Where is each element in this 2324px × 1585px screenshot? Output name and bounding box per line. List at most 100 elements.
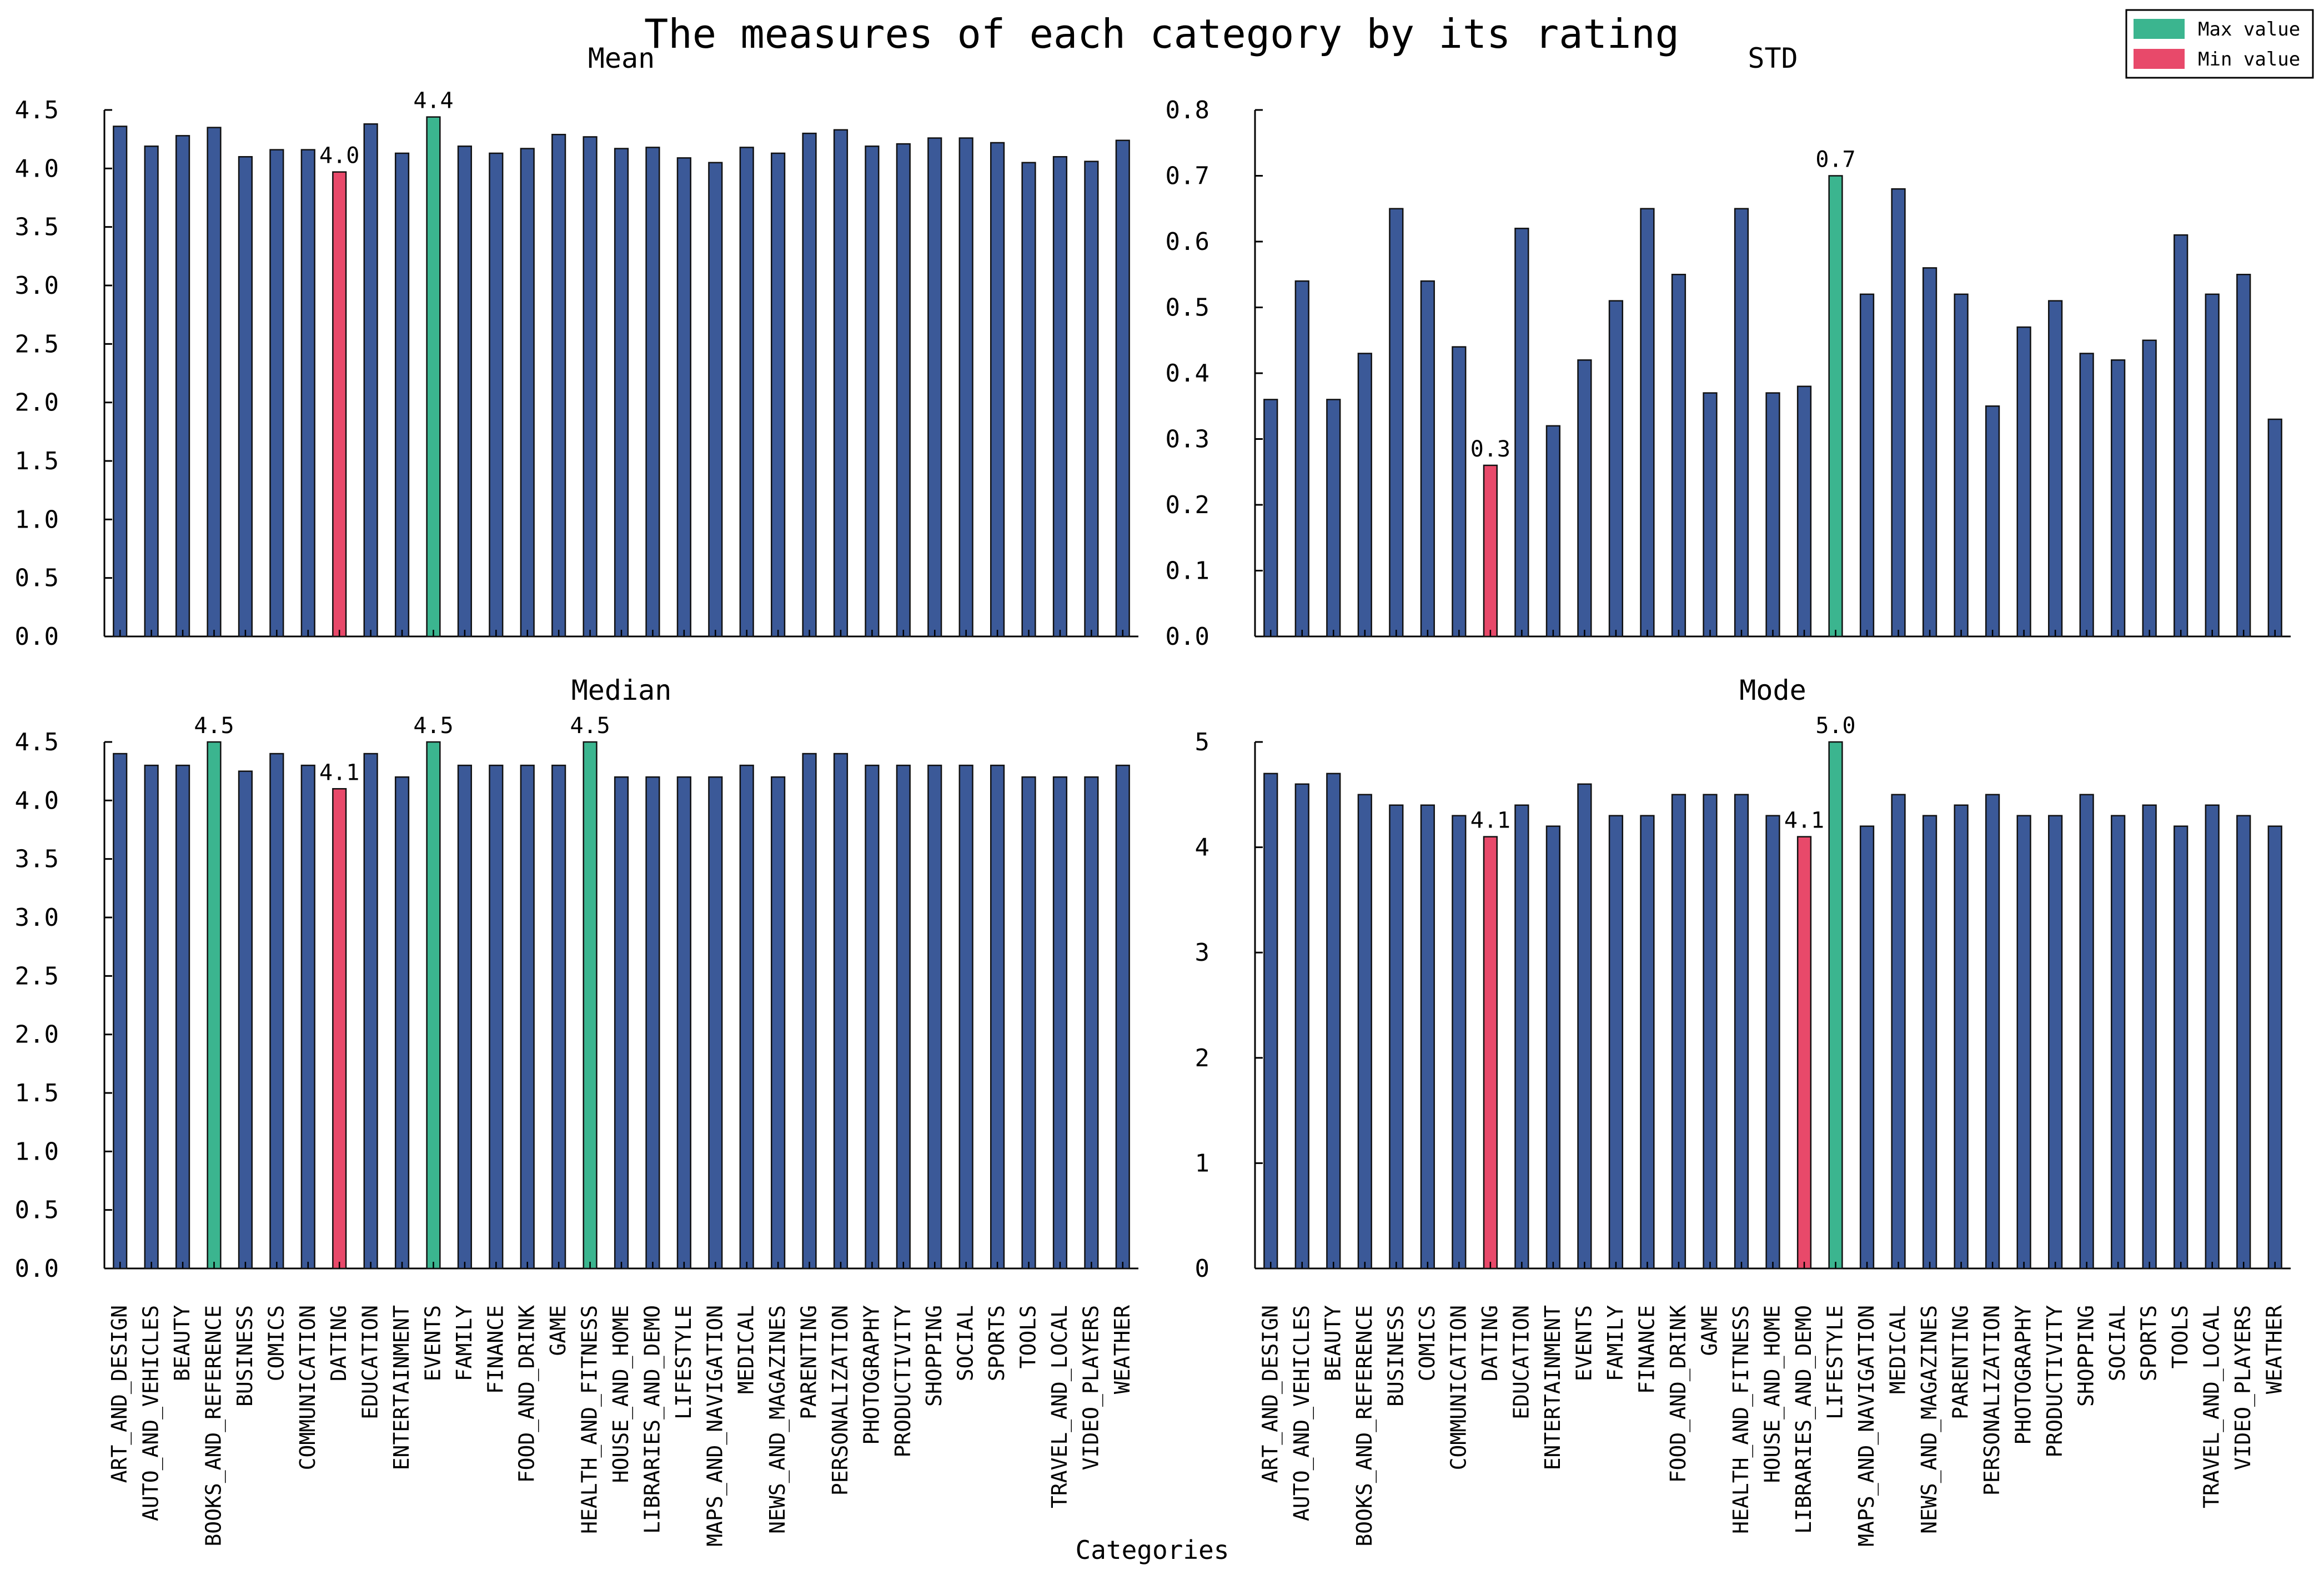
bar <box>739 147 754 638</box>
bar <box>2142 804 2157 1270</box>
bar <box>207 741 222 1270</box>
bar <box>896 764 911 1270</box>
bar <box>2111 815 2126 1270</box>
category-label: MEDICAL <box>1886 1305 1910 1394</box>
y-tick-label: 1.0 <box>15 1137 59 1166</box>
y-tick-label: 2.5 <box>15 330 59 358</box>
bar <box>1420 804 1435 1270</box>
category-label: COMICS <box>264 1305 288 1381</box>
category-label: BOOKS_AND_REFERENCE <box>201 1305 226 1547</box>
y-tick-label: 0.1 <box>1166 557 1209 585</box>
category-label: VIDEO_PLAYERS <box>2231 1305 2256 1470</box>
bar <box>1326 399 1341 638</box>
bar <box>1954 293 1969 638</box>
bar <box>708 162 723 638</box>
bar <box>614 148 629 638</box>
y-tick-label: 0.0 <box>15 1255 59 1283</box>
bar <box>802 753 817 1270</box>
y-tick-label: 4.0 <box>15 786 59 815</box>
bar <box>990 764 1005 1270</box>
data-label: 4.5 <box>570 713 610 739</box>
panel-title: Mode <box>1739 674 1806 706</box>
bar <box>1357 353 1372 638</box>
category-label: BUSINESS <box>233 1305 257 1407</box>
bar <box>771 776 786 1270</box>
bar <box>332 788 347 1270</box>
bar <box>520 148 535 638</box>
data-label: 0.7 <box>1815 147 1855 173</box>
category-label: TRAVEL_AND_LOCAL <box>2200 1305 2225 1508</box>
bar <box>645 776 660 1270</box>
bar <box>1734 794 1749 1270</box>
bar <box>457 764 472 1270</box>
category-label: SPORTS <box>985 1305 1009 1381</box>
bar <box>2048 815 2063 1270</box>
y-tick-label: 0.7 <box>1166 162 1209 190</box>
panel-title: Median <box>571 674 672 706</box>
category-label: VIDEO_PLAYERS <box>1078 1305 1103 1470</box>
y-tick-label: 1.5 <box>15 1079 59 1107</box>
data-label: 4.5 <box>194 713 234 739</box>
bar <box>1703 392 1718 638</box>
bar <box>426 741 441 1270</box>
legend-label-min: Min value <box>2198 48 2300 71</box>
category-label: SHOPPING <box>2074 1305 2099 1407</box>
bar <box>958 764 973 1270</box>
bar <box>1357 794 1372 1270</box>
category-label: SPORTS <box>2137 1305 2161 1381</box>
y-tick-label: 3.0 <box>15 272 59 300</box>
legend-swatch-min <box>2134 49 2185 69</box>
panel-title: Mean <box>588 42 655 74</box>
bar <box>113 126 128 638</box>
category-label: AUTO_AND_VEHICLES <box>139 1305 164 1521</box>
bar <box>1922 815 1937 1270</box>
bar <box>1985 794 2000 1270</box>
category-label: BOOKS_AND_REFERENCE <box>1352 1305 1377 1547</box>
bar <box>1115 139 1130 638</box>
category-label: HOUSE_AND_HOME <box>609 1305 634 1483</box>
bar <box>1052 156 1068 638</box>
bar <box>802 132 817 638</box>
data-label: 0.3 <box>1470 437 1510 462</box>
bar <box>1671 274 1686 638</box>
bar <box>1703 794 1718 1270</box>
bar <box>1891 188 1906 638</box>
bar <box>1483 836 1498 1270</box>
y-tick-label: 0.5 <box>1166 294 1209 322</box>
data-label: 4.1 <box>319 760 359 785</box>
category-label: SOCIAL <box>2105 1305 2130 1381</box>
bar <box>708 776 723 1270</box>
category-label: LIBRARIES_AND_DEMO <box>1791 1305 1816 1534</box>
bar <box>1389 804 1404 1270</box>
panel-mode: Mode 0 1 2 3 4 5 ART_AND_DESIGN AUTO_AND_VEHICLE… <box>1195 674 2291 1547</box>
bar <box>1765 815 1780 1270</box>
category-label: FAMILY <box>452 1305 476 1381</box>
y-tick-label: 0.0 <box>15 623 59 651</box>
chart-title: The measures of each category by its rat… <box>644 11 1679 57</box>
category-label: EDUCATION <box>1509 1305 1533 1420</box>
category-label: DATING <box>327 1305 351 1381</box>
bar <box>332 171 347 638</box>
category-label: FINANCE <box>1634 1305 1659 1394</box>
bar <box>1577 783 1592 1270</box>
y-tick-label: 2.5 <box>15 962 59 990</box>
y-tick-label: 1 <box>1195 1149 1210 1177</box>
y-tick-label: 4.5 <box>15 728 59 756</box>
category-label: PERSONALIZATION <box>1980 1305 2004 1496</box>
bar <box>1891 794 1906 1270</box>
category-label: MAPS_AND_NAVIGATION <box>702 1305 727 1547</box>
y-tick-label: 2 <box>1195 1044 1210 1072</box>
bar <box>1294 280 1309 638</box>
bar <box>771 152 786 638</box>
category-label: ENTERTAINMENT <box>1540 1305 1565 1470</box>
bar <box>896 143 911 638</box>
category-label: TOOLS <box>2168 1305 2192 1368</box>
category-label: GAME <box>1697 1305 1721 1356</box>
bar <box>394 152 410 638</box>
y-tick-label: 2.0 <box>15 389 59 417</box>
bar <box>394 776 410 1270</box>
panel-std: STD 0.0 0.1 0.2 0.3 0.4 0.5 0.6 0.7 0.8 0.3 0.7 <box>1166 42 2291 651</box>
bar <box>144 764 159 1270</box>
y-tick-label: 2.0 <box>15 1021 59 1049</box>
bar <box>1922 267 1937 638</box>
